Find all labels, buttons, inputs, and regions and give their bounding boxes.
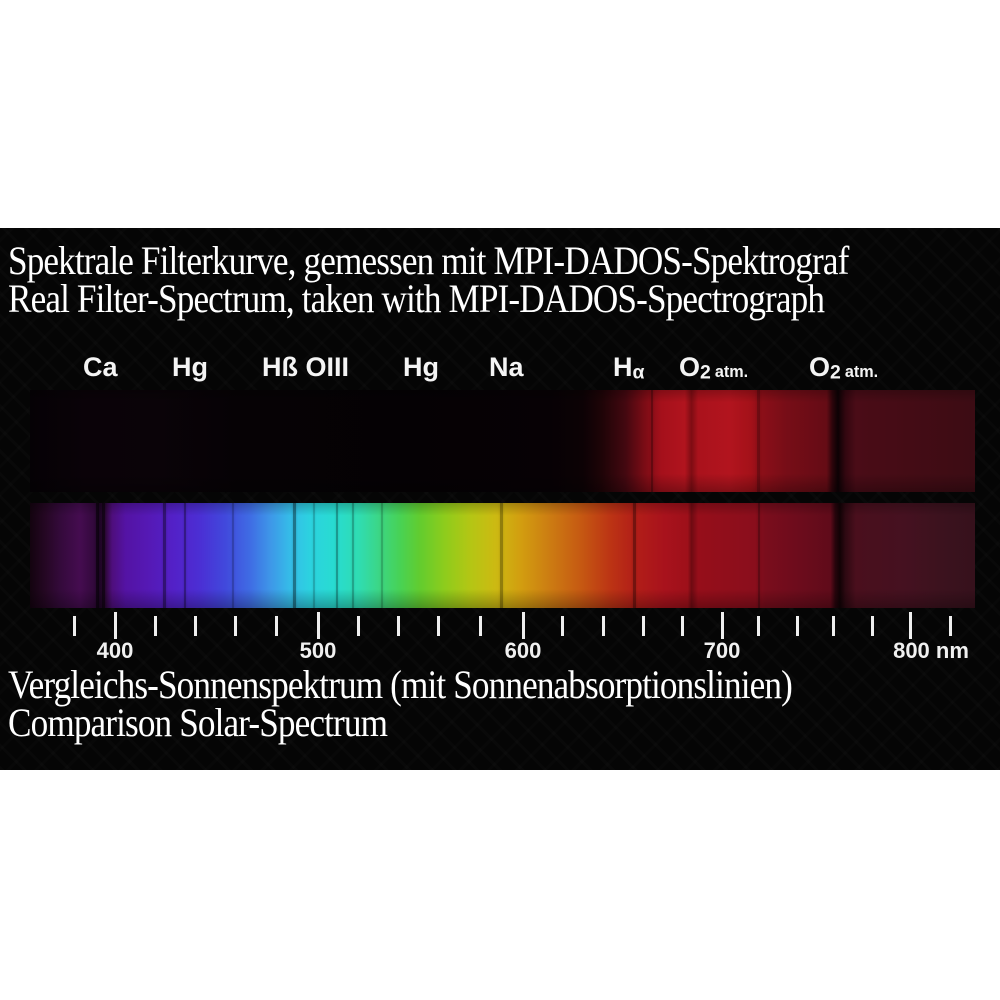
axis-minor-tick [560,616,564,636]
axis-minor-tick [274,616,278,636]
axis-major-tick [908,612,912,639]
axis-label-800-nm: 800 nm [893,638,969,663]
axis-major-tick [720,612,724,639]
axis-minor-tick [478,616,482,636]
title-english: Real Filter-Spectrum, taken with MPI-DAD… [8,276,825,321]
title-german: Spektrale Filterkurve, gemessen mit MPI-… [8,238,849,283]
spectrum-panel: Spektrale Filterkurve, gemessen mit MPI-… [0,228,1000,770]
element-label-na-4: Na [489,352,524,382]
spectral-line-labels-row: Ca Hg Hß OIII Hg Na Hα O2 atm. O2 atm. [0,352,1000,386]
solar-spectrum-bar [30,503,975,608]
absorption-line [313,503,315,608]
element-label-o-7: O2 atm. [809,352,879,384]
axis-major-tick [316,612,320,639]
absorption-line [757,390,760,492]
axis-minor-tick [601,616,605,636]
axis-minor-tick [831,616,835,636]
axis-minor-tick [193,616,197,636]
axis-major-tick [521,612,525,639]
filter-spectrum-bar [30,390,975,492]
absorption-line [758,503,760,608]
absorption-line [352,503,354,608]
absorption-line [336,503,338,608]
absorption-line [96,503,99,608]
element-label-hg-1: Hg [172,352,208,382]
absorption-line [184,503,186,608]
axis-minor-tick [948,616,952,636]
element-label-ca-0: Ca [83,352,118,382]
absorption-line [102,503,105,608]
absorption-line [633,503,636,608]
absorption-line [381,503,383,608]
element-label-h-oiii-2: Hß OIII [262,352,349,382]
caption-german: Vergleichs-Sonnenspektrum (mit Sonnenabs… [8,662,793,707]
axis-minor-tick [356,616,360,636]
axis-minor-tick [756,616,760,636]
axis-minor-tick [153,616,157,636]
axis-label-600: 600 [504,638,542,663]
axis-minor-tick [680,616,684,636]
axis-minor-tick [795,616,799,636]
absorption-line [293,503,296,608]
element-label-o-6: O2 atm. [679,352,749,384]
axis-minor-tick [233,616,237,636]
axis-minor-tick [396,616,400,636]
absorption-line [163,503,166,608]
axis-label-400: 400 [96,638,134,663]
axis-label-700: 700 [703,638,741,663]
axis-minor-tick [641,616,645,636]
element-label-hg-3: Hg [403,352,439,382]
caption-english: Comparison Solar-Spectrum [8,700,388,745]
absorption-line [651,390,653,492]
axis-minor-tick [436,616,440,636]
axis-minor-tick [72,616,76,636]
axis-major-tick [113,612,117,639]
axis-minor-tick [870,616,874,636]
element-label-h-5: Hα [613,352,645,384]
absorption-line [232,503,234,608]
absorption-line [500,503,503,608]
axis-label-500: 500 [299,638,337,663]
